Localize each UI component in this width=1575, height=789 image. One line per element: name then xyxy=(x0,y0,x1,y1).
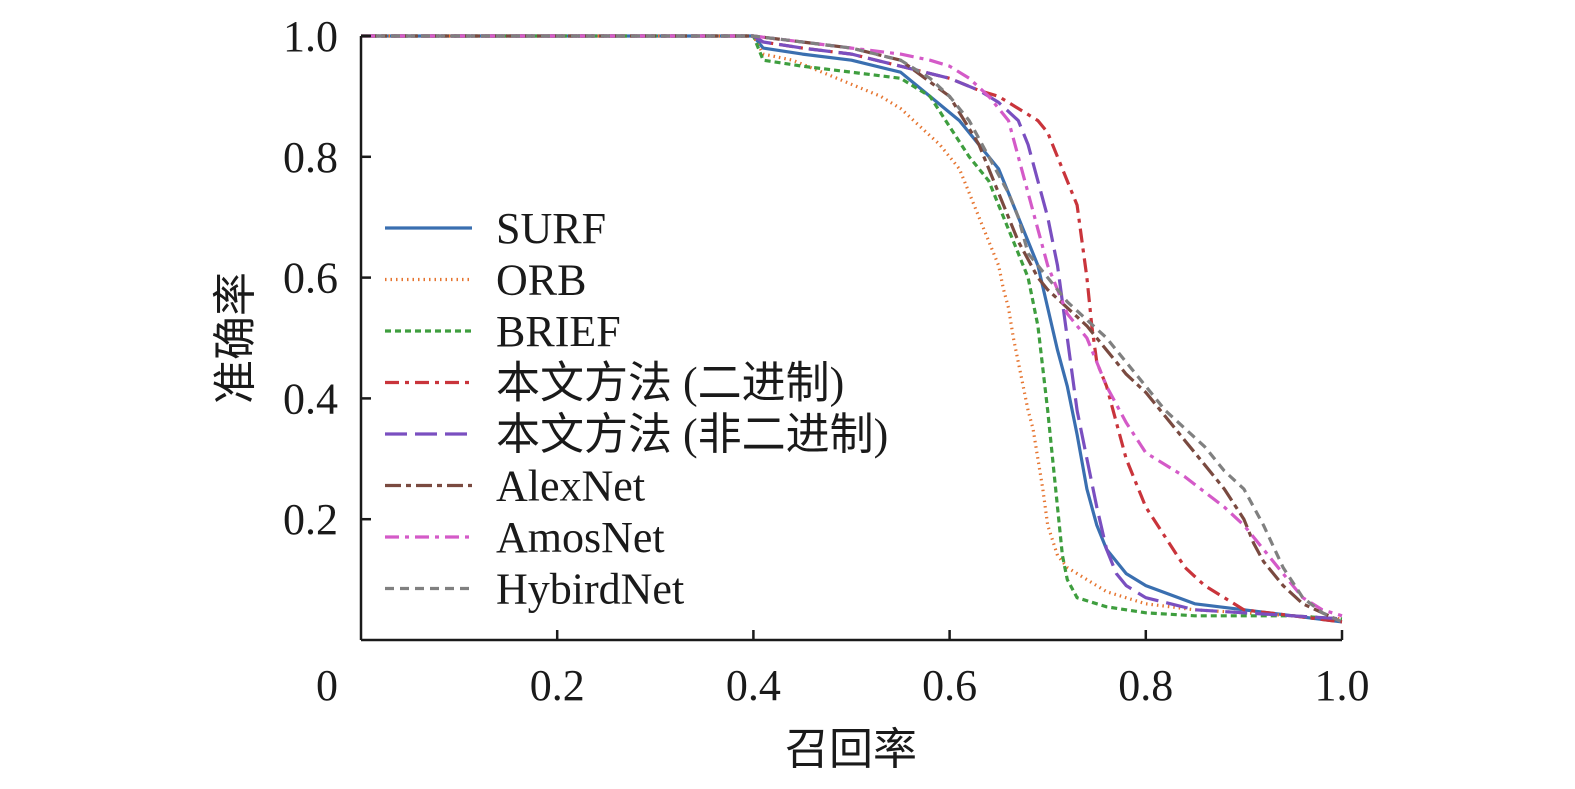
legend-label-0: SURF xyxy=(496,204,606,253)
x-tick-label-4: 0.8 xyxy=(1118,661,1173,710)
series-line-1 xyxy=(361,34,1343,621)
axes xyxy=(359,36,1342,642)
legend-label-7: HybirdNet xyxy=(496,565,684,614)
series-line-2 xyxy=(361,34,1343,621)
legend-label-5: AlexNet xyxy=(496,462,645,511)
ticks: 0 0.2 0.4 0.6 0.8 1.0 0.2 0.4 0.6 0.8 1.0 xyxy=(283,12,1370,710)
y-tick-label-4: 1.0 xyxy=(283,12,338,61)
x-tick-label-1: 0.2 xyxy=(530,661,585,710)
x-tick-label-3: 0.6 xyxy=(922,661,977,710)
y-tick-label-3: 0.8 xyxy=(283,133,338,182)
y-tick-label-1: 0.4 xyxy=(283,374,338,423)
series-line-5 xyxy=(361,34,1343,624)
series-line-6 xyxy=(361,34,1343,618)
y-tick-label-2: 0.6 xyxy=(283,254,338,303)
x-axis-title: 召回率 xyxy=(785,724,917,775)
y-tick-label-0: 0.2 xyxy=(283,495,338,544)
legend-label-4: 本文方法 (非二进制) xyxy=(496,410,888,459)
legend-label-1: ORB xyxy=(496,256,586,305)
x-tick-label-5: 1.0 xyxy=(1315,661,1370,710)
x-tick-label-2: 0.4 xyxy=(726,661,781,710)
legend-label-3: 本文方法 (二进制) xyxy=(496,359,844,408)
plot-lines xyxy=(361,34,1343,624)
legend-label-2: BRIEF xyxy=(496,307,621,356)
series-line-7 xyxy=(361,34,1343,624)
series-line-4 xyxy=(361,34,1343,621)
x-tick-label-0: 0 xyxy=(316,661,338,710)
y-axis-title: 准确率 xyxy=(210,272,261,404)
legend-label-6: AmosNet xyxy=(496,513,665,562)
